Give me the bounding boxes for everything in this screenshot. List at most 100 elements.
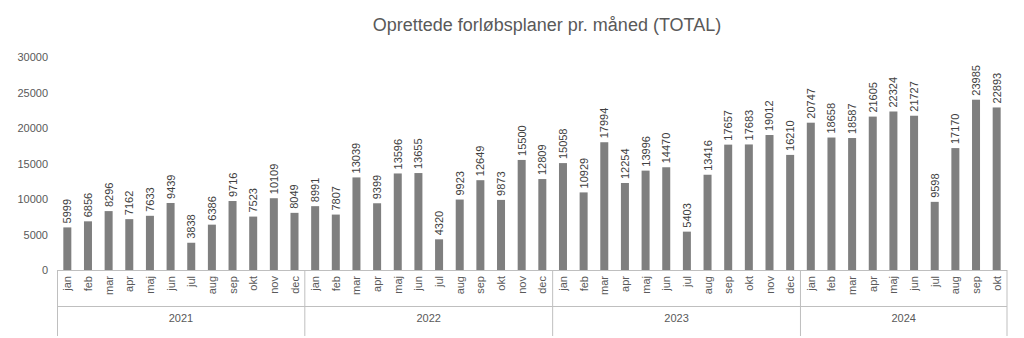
x-tick-label: feb	[330, 276, 342, 291]
bar	[972, 100, 980, 270]
x-tick-label: aug	[454, 276, 466, 294]
bar	[889, 111, 897, 270]
data-label: 14470	[660, 133, 672, 164]
group-label: 2023	[664, 312, 688, 324]
bar	[229, 201, 237, 270]
bar	[187, 243, 195, 270]
data-label: 9923	[454, 171, 466, 195]
bar	[394, 173, 402, 270]
group-separator	[57, 270, 58, 336]
data-label: 17170	[949, 113, 961, 144]
data-label: 13655	[412, 138, 424, 169]
data-label: 8991	[309, 178, 321, 202]
x-tick-label: dec	[536, 276, 548, 294]
bar	[951, 148, 959, 270]
data-label: 17657	[722, 110, 734, 141]
bar	[352, 177, 360, 270]
x-tick-label: okt	[247, 276, 259, 291]
x-tick-label: nov	[764, 276, 776, 294]
bar	[807, 123, 815, 270]
bar	[208, 225, 216, 270]
x-tick-label: aug	[206, 276, 218, 294]
bar	[600, 142, 608, 270]
data-label: 7162	[123, 191, 135, 215]
bar	[538, 179, 546, 270]
bar	[848, 138, 856, 270]
data-label: 5999	[61, 199, 73, 223]
x-tick-label: okt	[743, 276, 755, 291]
y-tick-label: 0	[42, 264, 48, 276]
x-tick-label: jul	[185, 276, 197, 288]
data-label: 9873	[495, 171, 507, 195]
data-label: 8296	[103, 183, 115, 207]
bar	[414, 173, 422, 270]
bar	[786, 155, 794, 270]
x-tick-label: apr	[619, 276, 631, 292]
x-tick-label: jan	[309, 276, 321, 292]
title: Oprettede forløbsplaner pr. måned (TOTAL…	[373, 15, 722, 35]
bar	[125, 219, 133, 270]
x-tick-label: okt	[991, 276, 1003, 291]
group-separator	[1007, 270, 1008, 336]
data-label: 13596	[392, 139, 404, 170]
x-tick-label: mar	[350, 276, 362, 295]
bar	[724, 145, 732, 270]
data-label: 5403	[681, 203, 693, 227]
data-label: 13996	[640, 136, 652, 167]
chart: Oprettede forløbsplaner pr. måned (TOTAL…	[0, 0, 1024, 338]
bar	[827, 138, 835, 270]
x-tick-label: feb	[578, 276, 590, 291]
data-label: 21727	[908, 81, 920, 112]
x-tick-label: aug	[702, 276, 714, 294]
data-label: 7523	[247, 188, 259, 212]
data-label: 8049	[289, 184, 301, 208]
bar	[332, 215, 340, 270]
x-tick-label: mar	[846, 276, 858, 295]
x-tick-label: jan	[557, 276, 569, 292]
y-tick-label: 10000	[17, 193, 48, 205]
bar	[704, 175, 712, 270]
data-label: 17683	[743, 110, 755, 141]
x-tick-label: nov	[516, 276, 528, 294]
y-tick-label: 15000	[17, 158, 48, 170]
x-tick-label: feb	[82, 276, 94, 291]
bar	[993, 107, 1001, 270]
bar	[910, 116, 918, 270]
x-tick-label: jun	[908, 276, 920, 292]
x-tick-label: sep	[227, 276, 239, 294]
group-label: 2022	[416, 312, 440, 324]
bar	[662, 167, 670, 270]
x-tick-label: maj	[144, 276, 156, 294]
x-tick-label: sep	[474, 276, 486, 294]
bar	[311, 206, 319, 270]
x-tick-label: nov	[268, 276, 280, 294]
group-separator	[304, 270, 305, 336]
x-tick-label: jul	[433, 276, 445, 288]
bar	[766, 135, 774, 270]
bar	[270, 198, 278, 270]
x-tick-label: feb	[825, 276, 837, 291]
bar	[621, 183, 629, 270]
bar	[167, 203, 175, 270]
data-label: 20747	[805, 88, 817, 119]
data-label: 4320	[433, 211, 445, 235]
data-label: 7807	[330, 186, 342, 210]
x-tick-label: jul	[681, 276, 693, 288]
data-label: 22893	[991, 73, 1003, 104]
x-tick-label: mar	[598, 276, 610, 295]
data-label: 9716	[227, 173, 239, 197]
group-axis	[57, 306, 1007, 307]
bar	[373, 203, 381, 270]
group-separator	[552, 270, 553, 336]
x-tick-label: maj	[887, 276, 899, 294]
bar	[456, 200, 464, 270]
data-label: 7633	[144, 187, 156, 211]
bar	[518, 160, 526, 270]
x-tick-label: maj	[392, 276, 404, 294]
bar	[642, 171, 650, 270]
data-label: 12809	[536, 144, 548, 175]
data-label: 18587	[846, 103, 858, 134]
x-tick-label: apr	[867, 276, 879, 292]
group-label: 2024	[891, 312, 915, 324]
x-tick-label: jun	[412, 276, 424, 292]
